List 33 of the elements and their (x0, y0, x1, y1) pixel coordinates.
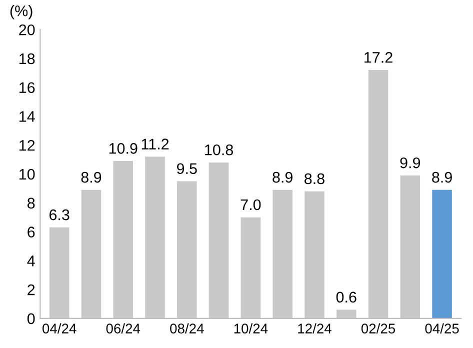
data-label: 17.2 (364, 52, 392, 63)
data-label: 8.9 (432, 172, 452, 183)
y-tick-label: 20 (19, 24, 35, 36)
y-tick-label: 2 (28, 284, 35, 296)
data-label: 10.8 (205, 144, 234, 156)
data-label: 11.2 (142, 138, 169, 150)
data-label: 8.9 (272, 172, 292, 183)
x-tick-label: 02/25 (361, 323, 396, 334)
data-label: 7.0 (240, 199, 261, 210)
data-label: 9.9 (400, 157, 420, 168)
y-tick-label: 10 (20, 168, 35, 180)
x-tick-label: 12/24 (298, 323, 332, 334)
x-tick-label: 04/24 (42, 323, 76, 334)
data-label: 8.8 (304, 173, 324, 184)
x-tick-label: 08/24 (170, 323, 204, 334)
y-tick-label: 0 (27, 313, 35, 324)
data-label: 0.6 (336, 292, 356, 303)
x-tick-label: 04/25 (425, 323, 459, 334)
y-tick-label: 6 (28, 226, 35, 238)
x-tick-label: 06/24 (106, 323, 140, 334)
bar (432, 190, 452, 318)
y-tick-label: 8 (28, 198, 35, 209)
data-label: 6.3 (50, 209, 70, 220)
y-tick-label: 14 (20, 111, 35, 122)
y-tick-label: 18 (20, 53, 35, 64)
data-label: 10.9 (109, 142, 138, 154)
y-axis-title: (%) (10, 5, 32, 20)
x-tick-label: 10/24 (234, 323, 268, 334)
data-label: 8.9 (81, 172, 102, 183)
y-tick-label: 4 (27, 256, 35, 266)
y-tick-label: 12 (20, 140, 35, 151)
y-tick-label: 16 (20, 82, 35, 94)
data-label: 9.5 (177, 163, 197, 174)
